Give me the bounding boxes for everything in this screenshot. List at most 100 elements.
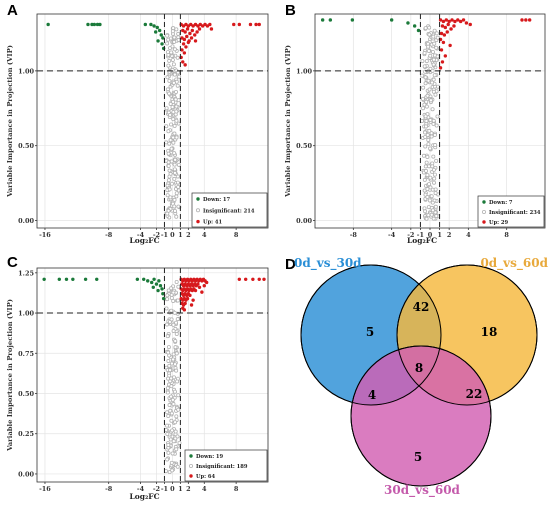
up-point bbox=[442, 33, 447, 37]
up-point bbox=[446, 22, 450, 27]
insignificant-point bbox=[168, 195, 173, 200]
insignificant-point bbox=[167, 174, 172, 179]
up-point bbox=[456, 18, 460, 22]
down-point bbox=[98, 22, 102, 27]
insignificant-point bbox=[426, 44, 431, 49]
insignificant-point bbox=[171, 328, 176, 333]
insignificant-point bbox=[421, 153, 426, 158]
insignificant-point bbox=[165, 33, 170, 38]
insignificant-point bbox=[167, 363, 172, 368]
up-point bbox=[197, 285, 202, 290]
insignificant-point bbox=[427, 25, 432, 30]
up-point bbox=[204, 280, 209, 285]
insignificant-point bbox=[164, 106, 169, 111]
insignificant-point bbox=[173, 420, 178, 425]
insignificant-point bbox=[170, 468, 175, 473]
up-point bbox=[185, 34, 189, 39]
down-point bbox=[156, 39, 160, 43]
insignificant-point bbox=[169, 317, 174, 322]
insignificant-point bbox=[171, 322, 176, 327]
insignificant-point bbox=[174, 89, 179, 94]
x-axis-label: Log₂FC bbox=[407, 236, 437, 245]
insignificant-point bbox=[175, 379, 180, 384]
insignificant-point bbox=[167, 403, 172, 408]
up-point bbox=[193, 33, 197, 37]
insignificant-point bbox=[172, 162, 177, 167]
insignificant-point bbox=[423, 81, 428, 86]
venn-set-label-a: 0d_vs_30d bbox=[294, 256, 362, 271]
insignificant-point bbox=[169, 376, 174, 381]
insignificant-point bbox=[170, 451, 175, 456]
insignificant-point bbox=[431, 89, 436, 94]
insignificant-point bbox=[424, 119, 429, 124]
insignificant-point bbox=[174, 104, 179, 109]
legend-label: Insignificant: 214 bbox=[203, 208, 255, 214]
x-tick-label: 8 bbox=[234, 231, 239, 239]
insignificant-point bbox=[174, 135, 179, 140]
insignificant-point bbox=[171, 135, 176, 140]
insignificant-point bbox=[174, 214, 179, 219]
venn-count-c-only: 5 bbox=[414, 450, 422, 464]
down-point bbox=[389, 18, 394, 22]
insignificant-point bbox=[431, 34, 436, 39]
insignificant-point bbox=[169, 181, 174, 186]
insignificant-point bbox=[164, 428, 169, 433]
insignificant-point bbox=[175, 83, 180, 88]
up-point bbox=[237, 22, 242, 27]
insignificant-point bbox=[169, 308, 174, 313]
insignificant-point bbox=[429, 212, 434, 217]
panel-letter-c: C bbox=[7, 254, 18, 271]
up-point bbox=[251, 277, 255, 281]
insignificant-point bbox=[423, 209, 428, 214]
insignificant-point bbox=[172, 389, 177, 394]
up-point bbox=[186, 40, 191, 45]
down-point bbox=[157, 279, 161, 283]
insignificant-point bbox=[431, 77, 436, 82]
legend-label: Up: 41 bbox=[203, 220, 222, 226]
up-point bbox=[196, 282, 200, 286]
up-point bbox=[443, 25, 448, 30]
y-tick-label: 1.00 bbox=[18, 67, 34, 75]
insignificant-point bbox=[165, 41, 170, 46]
insignificant-point bbox=[166, 63, 171, 68]
insignificant-point bbox=[168, 101, 173, 106]
y-axis-label: Variable Importance in Projection (VIP) bbox=[284, 45, 292, 198]
insignificant-point bbox=[424, 104, 429, 109]
y-tick-label: 0.50 bbox=[18, 390, 34, 398]
insignificant-point bbox=[166, 345, 171, 350]
insignificant-point bbox=[175, 298, 180, 303]
insignificant-point bbox=[169, 394, 174, 399]
up-point bbox=[182, 51, 187, 55]
up-point bbox=[441, 40, 446, 45]
legend-marker bbox=[196, 197, 200, 201]
insignificant-point bbox=[170, 29, 175, 34]
insignificant-point bbox=[432, 133, 437, 138]
insignificant-point bbox=[432, 176, 437, 181]
insignificant-point bbox=[172, 176, 177, 181]
up-point bbox=[195, 30, 199, 34]
insignificant-point bbox=[166, 129, 171, 134]
insignificant-point bbox=[422, 102, 427, 107]
up-point bbox=[184, 45, 188, 49]
insignificant-point bbox=[433, 143, 438, 148]
up-point bbox=[468, 22, 472, 27]
up-point bbox=[452, 24, 456, 28]
up-point bbox=[232, 22, 236, 27]
insignificant-point bbox=[432, 73, 437, 78]
insignificant-point bbox=[425, 187, 430, 192]
y-tick-label: 1.00 bbox=[18, 310, 34, 318]
venn-count-ab-only: 42 bbox=[413, 300, 430, 314]
y-axis-label: Variable Importance in Projection (VIP) bbox=[6, 45, 14, 198]
down-point bbox=[350, 18, 355, 22]
insignificant-point bbox=[421, 85, 426, 90]
down-point bbox=[153, 30, 158, 34]
down-point bbox=[83, 277, 88, 281]
insignificant-point bbox=[166, 208, 171, 213]
up-point bbox=[191, 298, 195, 302]
insignificant-point bbox=[176, 284, 181, 289]
down-point bbox=[406, 21, 410, 25]
insignificant-point bbox=[165, 410, 170, 415]
down-point bbox=[135, 277, 140, 281]
insignificant-point bbox=[172, 151, 177, 156]
legend-label: Insignificant: 189 bbox=[196, 464, 248, 470]
